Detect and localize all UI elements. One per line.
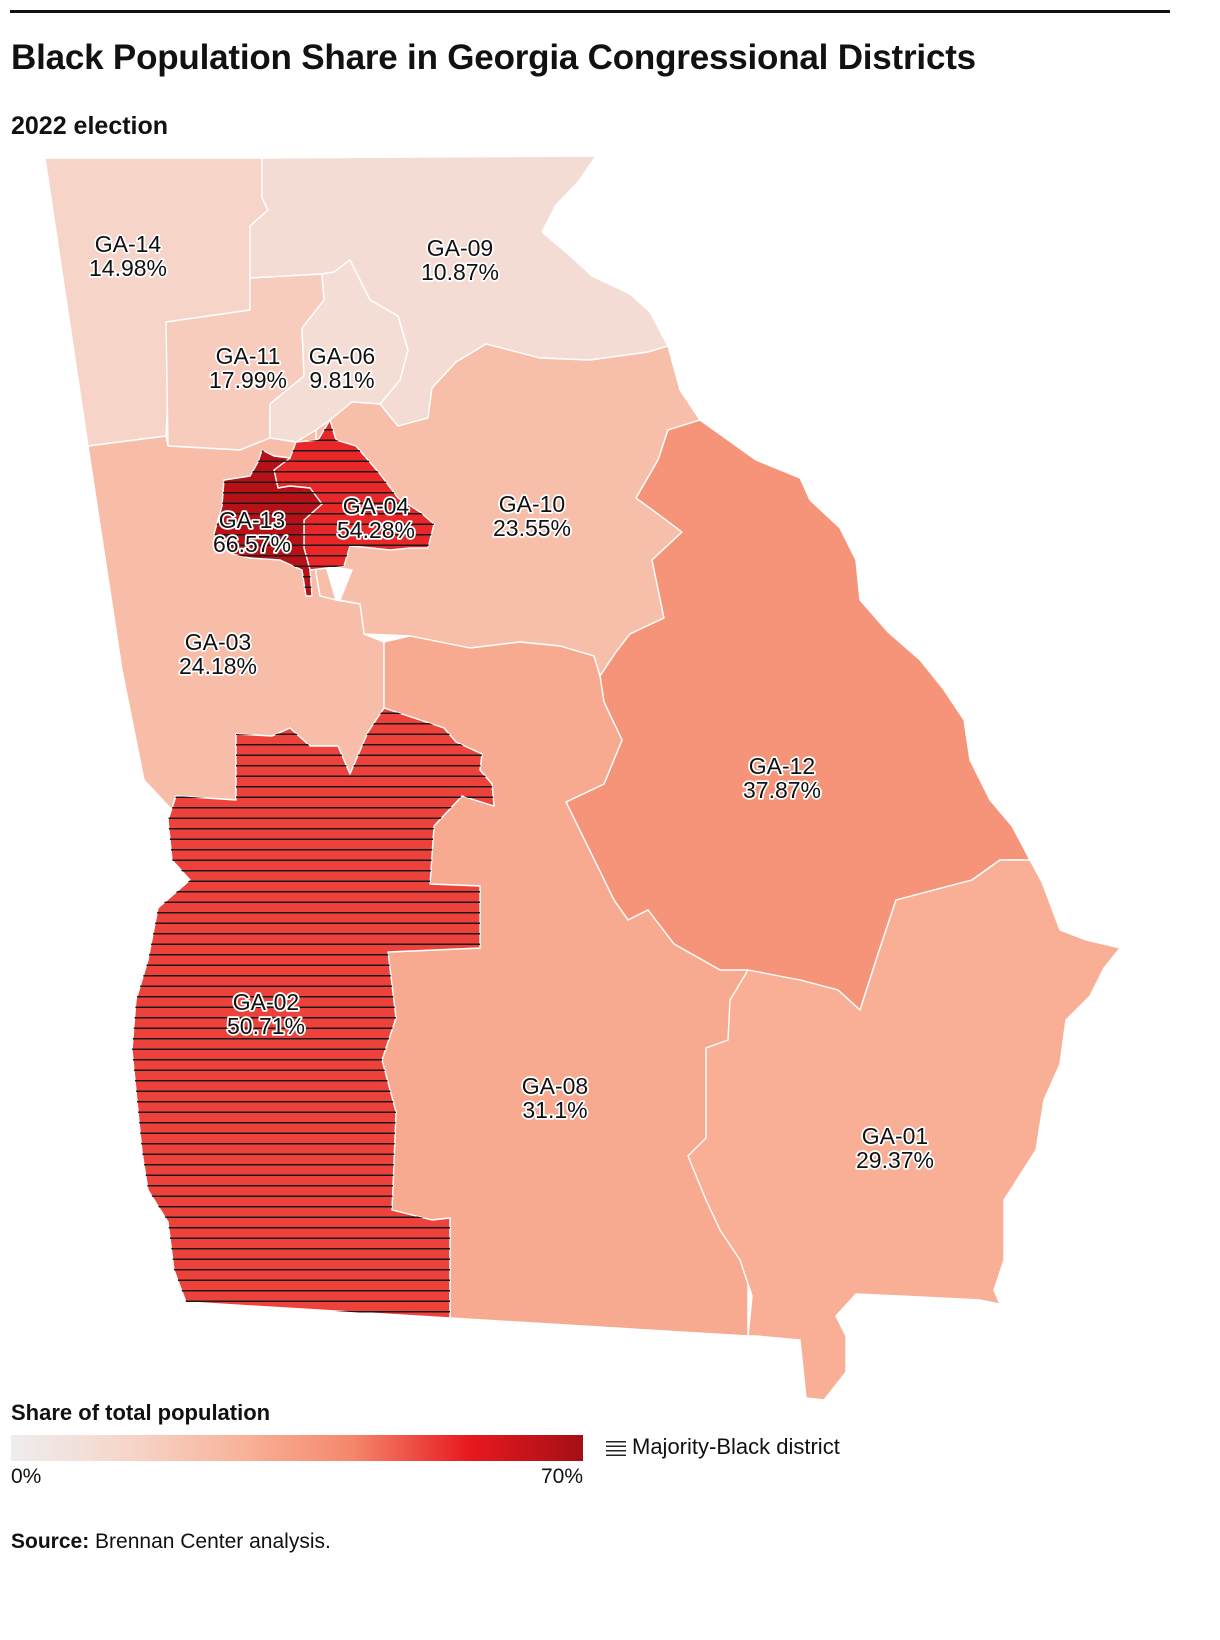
source-note: Source: Brennan Center analysis. [11,1530,331,1554]
map-subtitle: 2022 election [11,112,169,140]
district-label-ga-04: GA-04 54.28% [337,493,415,543]
district-label-ga-14: GA-14 14.98% [89,231,167,281]
district-label-ga-02: GA-02 50.71% [227,989,305,1039]
legend-hatch-key: Majority-Black district [606,1434,840,1460]
district-label-ga-13: GA-13 66.57% [213,507,291,557]
district-label-ga-10: GA-10 23.55% [493,491,571,541]
legend-min-label: 0% [11,1465,42,1488]
district-ga-01[interactable] [687,859,1121,1400]
legend-max-label: 70% [540,1465,583,1488]
district-label-ga-06: GA-06 9.81% [309,343,375,393]
top-rule [10,10,1170,13]
georgia-district-map: GA-14 14.98% GA-09 10.87% GA-11 17.99% GA-0… [44,155,1121,1400]
legend-hatch-label: Majority-Black district [632,1434,840,1459]
map-title: Black Population Share in Georgia Congre… [11,38,976,77]
district-label-ga-11: GA-11 17.99% [209,343,287,393]
district-label-ga-09: GA-09 10.87% [421,235,499,285]
district-label-ga-01: GA-01 29.37% [856,1123,934,1173]
district-label-ga-08: GA-08 31.1% [522,1073,588,1123]
legend-color-scale [11,1435,583,1461]
district-label-ga-12: GA-12 37.87% [743,753,821,803]
source-text: Brennan Center analysis. [95,1530,331,1553]
source-label: Source: [11,1530,90,1553]
hatch-swatch-icon [606,1438,626,1456]
legend-title: Share of total population [11,1400,271,1425]
district-label-ga-03: GA-03 24.18% [179,629,257,679]
